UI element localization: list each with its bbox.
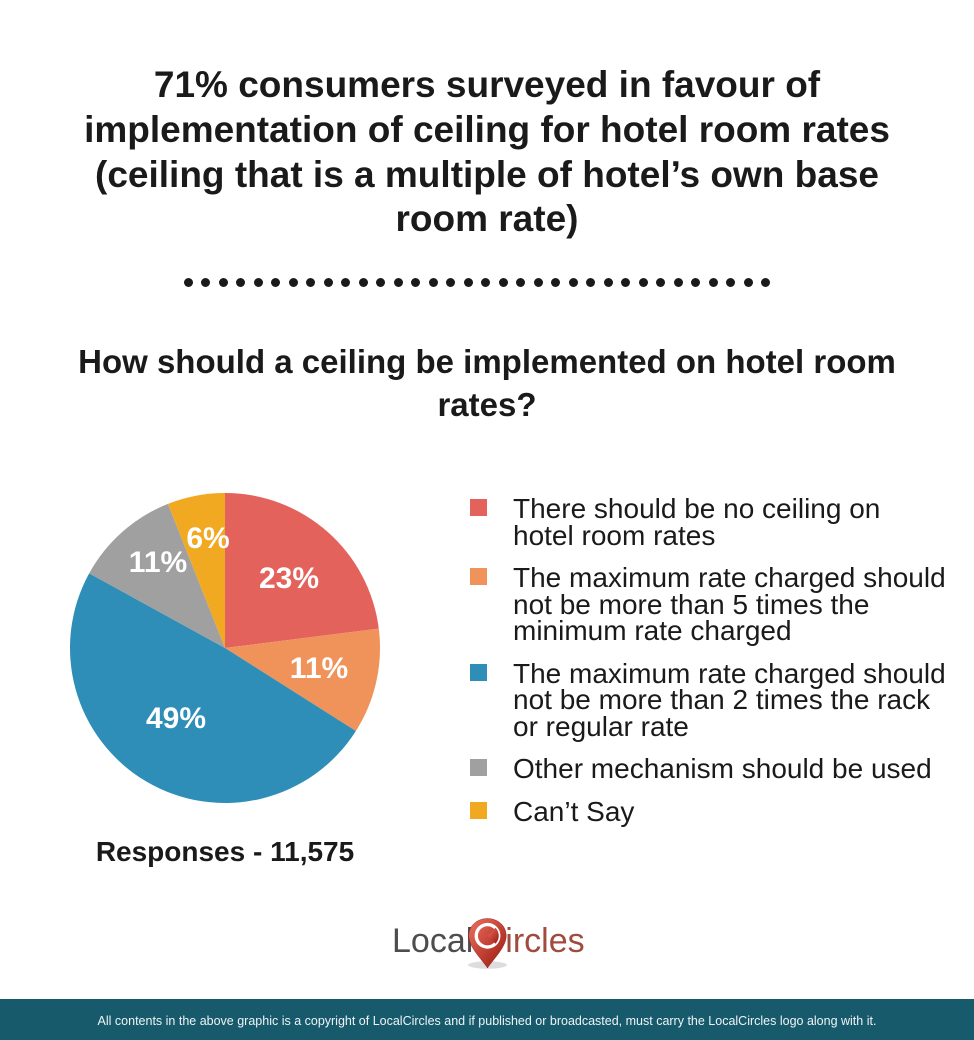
svg-text:11%: 11% [129,546,187,579]
svg-text:11%: 11% [290,652,348,685]
svg-text:49%: 49% [146,702,206,735]
svg-text:23%: 23% [259,562,319,595]
svg-text:6%: 6% [186,522,229,555]
